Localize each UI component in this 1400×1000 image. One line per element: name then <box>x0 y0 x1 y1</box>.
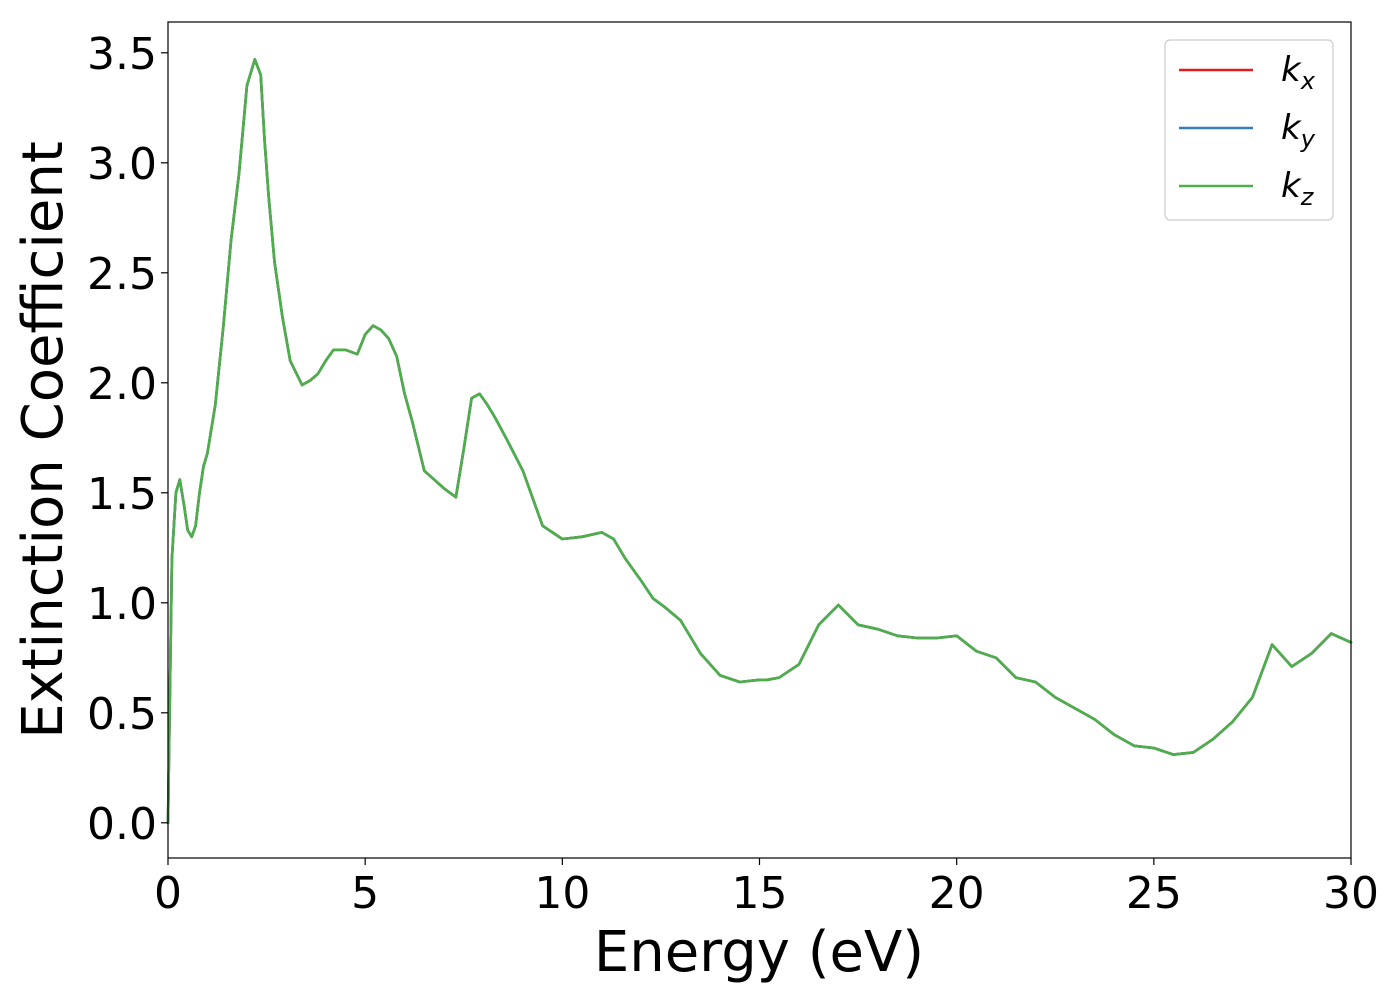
y-tick-label: 0.0 <box>87 799 157 850</box>
x-axis-ticks: 0 5 10 15 20 25 30 <box>154 858 1379 919</box>
y-tick-label: 2.5 <box>87 249 157 300</box>
y-axis-label: Extinction Coefficient <box>11 141 76 739</box>
legend: kx ky kz <box>1164 39 1334 221</box>
legend-label-kx: kx <box>1281 50 1316 95</box>
y-tick-label: 2.0 <box>87 359 157 410</box>
legend-box <box>1164 39 1334 221</box>
x-tick-label: 30 <box>1323 868 1379 919</box>
series-lines <box>166 58 1353 825</box>
y-tick-label: 1.0 <box>87 579 157 630</box>
x-tick-label: 10 <box>534 868 590 919</box>
y-tick-label: 1.5 <box>87 469 157 520</box>
x-axis-label: Energy (eV) <box>594 920 924 985</box>
x-tick-label: 15 <box>732 868 788 919</box>
x-tick-label: 5 <box>351 868 379 919</box>
legend-label-ky: ky <box>1281 108 1316 153</box>
x-tick-label: 20 <box>929 868 985 919</box>
y-axis-ticks: 0.0 0.5 1.0 1.5 2.0 2.5 3.0 3.5 <box>87 29 168 850</box>
y-tick-label: 3.5 <box>87 29 157 80</box>
x-tick-label: 0 <box>154 868 182 919</box>
series-line-kz <box>166 58 1353 825</box>
y-tick-label: 3.0 <box>87 139 157 190</box>
legend-label-kz: kz <box>1281 166 1315 211</box>
x-tick-label: 25 <box>1126 868 1182 919</box>
y-tick-label: 0.5 <box>87 689 157 740</box>
